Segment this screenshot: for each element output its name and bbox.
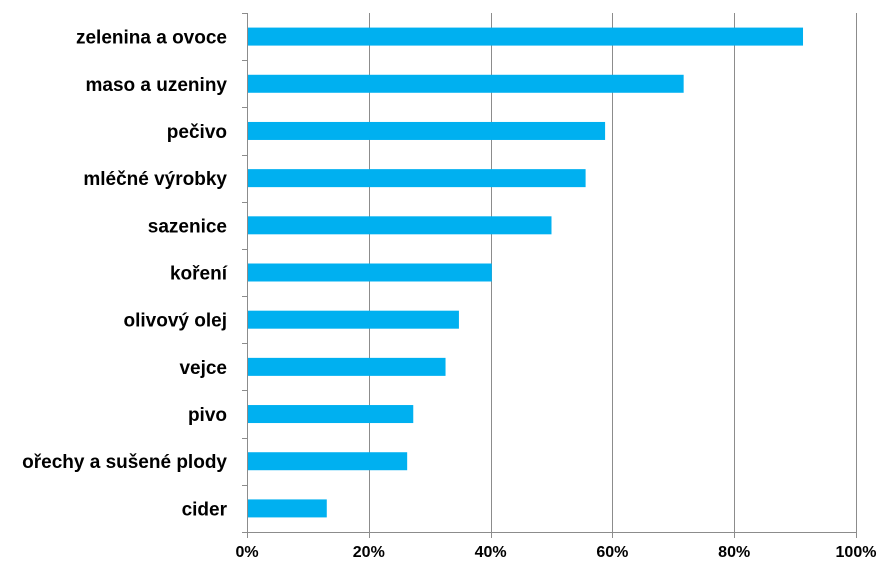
category-labels: zelenina a ovoce maso a uzeniny pečivo mléč… [22,28,228,521]
x-tick-label-20: 20% [353,544,385,561]
category-label-4: sazenice [148,216,227,237]
category-label-8: pivo [188,405,227,426]
bars [247,27,804,518]
category-label-5: koření [170,264,228,285]
bar-0 [247,27,804,46]
bar-9 [247,452,408,471]
category-label-6: olivový olej [124,311,227,332]
category-label-2: pečivo [167,122,227,143]
x-tick-labels: 0% 20% 40% 60% 80% 100% [235,544,876,561]
category-label-10: cider [182,499,228,520]
bar-3 [247,169,586,188]
category-label-3: mléčné výrobky [83,169,227,190]
category-label-1: maso a uzeniny [86,75,228,96]
x-tick-label-100: 100% [836,544,877,561]
bar-1 [247,74,684,93]
bar-7 [247,357,446,376]
x-tick-label-60: 60% [596,544,628,561]
category-label-9: ořechy a sušené plody [22,452,227,473]
bar-6 [247,310,459,329]
bar-4 [247,216,552,235]
bar-2 [247,121,606,140]
category-label-0: zelenina a ovoce [76,28,227,49]
x-tick-label-80: 80% [718,544,750,561]
bar-8 [247,405,414,424]
axes [242,13,857,538]
category-label-7: vejce [179,358,227,379]
x-tick-label-40: 40% [475,544,507,561]
x-tick-label-0: 0% [235,544,258,561]
bar-10 [247,499,327,518]
bar-5 [247,263,492,282]
gridlines [369,13,857,532]
